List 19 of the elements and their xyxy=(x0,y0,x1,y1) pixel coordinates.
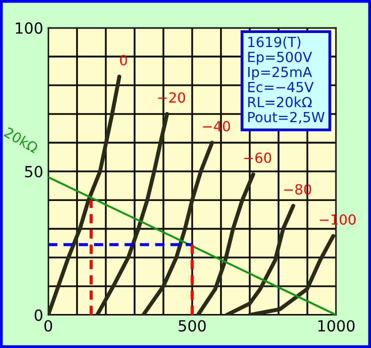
annotation: Ip=25mA xyxy=(248,66,312,80)
series-label: 0 xyxy=(120,54,128,66)
annotation: 1619(T) xyxy=(248,36,300,49)
annotation: Ec=−45V xyxy=(248,82,314,92)
annotation: Pout=2,5W xyxy=(248,112,324,124)
x-tick-label: 1000 xyxy=(318,320,355,332)
x-tick-label: 0 xyxy=(44,320,52,332)
annotation: Ep=500V xyxy=(248,52,312,65)
y-tick-label: 0 xyxy=(34,309,42,321)
y-tick-label: 100 xyxy=(16,22,42,34)
line-series xyxy=(248,234,336,315)
line-series xyxy=(196,172,256,315)
y-tick-label: 50 xyxy=(25,166,42,178)
line-series xyxy=(48,74,122,315)
line-series xyxy=(224,204,296,315)
line-series xyxy=(141,140,214,315)
x-tick-label: 500 xyxy=(178,320,206,332)
annotation: RL=20kΩ xyxy=(248,96,312,108)
line-series xyxy=(95,112,170,315)
